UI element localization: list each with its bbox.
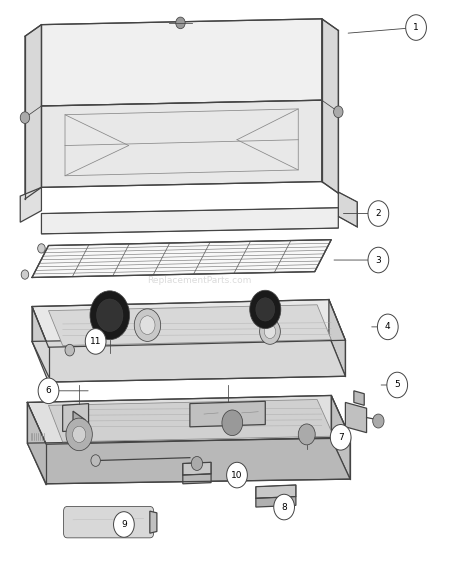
Circle shape (85, 329, 106, 354)
Circle shape (134, 309, 161, 342)
Circle shape (90, 291, 129, 340)
Text: 9: 9 (121, 520, 127, 529)
Circle shape (114, 512, 134, 537)
Circle shape (21, 270, 29, 279)
Text: 2: 2 (375, 209, 381, 218)
Circle shape (264, 325, 276, 339)
Circle shape (274, 494, 294, 520)
Polygon shape (150, 511, 157, 533)
Circle shape (38, 378, 59, 404)
Circle shape (91, 455, 100, 467)
Text: 7: 7 (338, 433, 344, 442)
Circle shape (66, 418, 92, 451)
Text: 1: 1 (413, 23, 419, 32)
Text: ReplacementParts.com: ReplacementParts.com (147, 276, 252, 285)
Polygon shape (346, 402, 366, 433)
FancyBboxPatch shape (64, 506, 154, 538)
Text: 4: 4 (385, 322, 391, 331)
Polygon shape (48, 305, 331, 346)
Circle shape (330, 425, 351, 450)
Text: 5: 5 (394, 381, 400, 390)
Text: 8: 8 (281, 503, 287, 512)
Circle shape (65, 345, 74, 356)
Circle shape (260, 319, 280, 345)
Text: 10: 10 (231, 471, 243, 479)
Circle shape (140, 316, 155, 335)
Polygon shape (322, 19, 338, 193)
Circle shape (37, 244, 45, 253)
Circle shape (373, 414, 384, 428)
Circle shape (191, 457, 202, 471)
Polygon shape (32, 239, 331, 277)
Polygon shape (32, 307, 48, 376)
Polygon shape (329, 300, 346, 376)
Circle shape (298, 424, 315, 445)
Polygon shape (331, 395, 350, 479)
Polygon shape (27, 395, 350, 444)
Polygon shape (354, 391, 364, 405)
Polygon shape (41, 100, 322, 187)
Circle shape (334, 106, 343, 117)
Polygon shape (48, 399, 334, 442)
Polygon shape (20, 187, 41, 223)
Circle shape (368, 247, 389, 273)
Text: 6: 6 (46, 386, 51, 395)
Circle shape (73, 426, 86, 443)
Polygon shape (27, 439, 350, 484)
Polygon shape (73, 411, 85, 430)
Text: 3: 3 (375, 256, 381, 265)
Polygon shape (32, 336, 346, 382)
Circle shape (176, 17, 185, 29)
Polygon shape (63, 404, 89, 432)
Circle shape (227, 463, 247, 488)
Polygon shape (338, 192, 357, 227)
Circle shape (377, 314, 398, 340)
Polygon shape (256, 485, 296, 498)
Polygon shape (190, 401, 265, 427)
Polygon shape (25, 25, 41, 199)
Circle shape (256, 298, 275, 321)
Circle shape (20, 112, 30, 123)
Circle shape (387, 372, 408, 398)
Polygon shape (41, 208, 338, 234)
Polygon shape (41, 19, 322, 106)
Polygon shape (256, 496, 296, 507)
Circle shape (368, 201, 389, 227)
Polygon shape (32, 300, 346, 347)
Polygon shape (65, 109, 298, 176)
Circle shape (222, 410, 243, 436)
Circle shape (250, 290, 281, 329)
Polygon shape (27, 402, 46, 485)
Text: 11: 11 (90, 337, 101, 346)
Polygon shape (183, 463, 211, 475)
Circle shape (97, 299, 123, 332)
Circle shape (406, 15, 427, 40)
Polygon shape (183, 474, 211, 484)
